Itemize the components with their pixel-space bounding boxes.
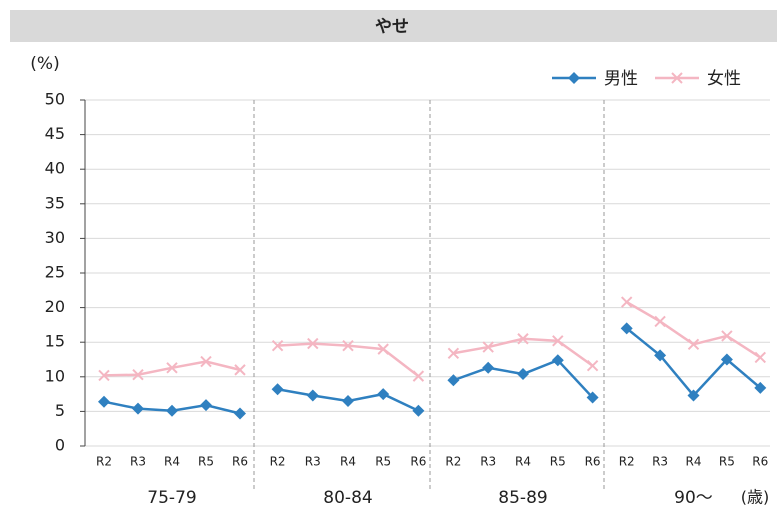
data-point [754,351,767,364]
x-tick-label: R4 [515,455,531,469]
data-point [132,402,144,415]
title-bar [10,10,777,42]
legend-label: 男性 [604,69,638,89]
x-tick-label: R3 [480,455,496,469]
x-tick-label: R2 [96,455,112,469]
data-point [271,339,284,352]
data-point [166,404,178,417]
data-point [620,322,633,335]
x-tick-label: R6 [752,455,768,469]
y-tick-label: 30 [45,228,65,247]
x-tick-label: R2 [619,455,635,469]
x-tick-label: R5 [719,455,735,469]
y-tick-label: 50 [45,90,65,109]
group-label: 90〜 [674,488,713,508]
data-point [307,337,319,350]
x-tick-label: R2 [445,455,461,469]
data-point [306,389,319,402]
x-tick-label: R5 [375,455,391,469]
x-tick-label: R4 [686,455,702,469]
data-point [720,353,733,366]
data-point [166,362,178,374]
data-point [271,383,284,396]
data-point [586,391,599,404]
x-unit-label: (歳) [741,488,770,507]
x-tick-label: R3 [652,455,668,469]
data-point [654,349,667,362]
data-point [377,388,390,401]
data-point [412,370,425,382]
x-tick-label: R6 [585,455,601,469]
legend-label: 女性 [707,69,741,89]
data-point [654,315,666,328]
data-point [377,343,389,355]
y-tick-label: 40 [45,159,65,178]
data-point [200,399,212,412]
data-point [132,369,144,381]
data-point [482,341,494,353]
x-tick-label: R2 [270,455,286,469]
series-line [626,300,761,359]
y-tick-label: 45 [45,124,65,143]
group-label: 85-89 [498,488,547,508]
data-point [687,389,700,402]
data-point [234,407,246,420]
data-point [342,395,354,408]
y-tick-label: 15 [45,332,65,351]
y-tick-label: 20 [45,297,65,316]
data-point [234,364,246,376]
chart-title: やせ [375,17,409,37]
data-point [551,354,564,367]
x-tick-label: R4 [164,455,180,469]
series-line [277,342,420,378]
data-point [620,296,633,308]
legend-marker [568,72,580,84]
x-tick-label: R6 [410,455,426,469]
group-label: 75-79 [147,488,196,508]
x-tick-label: R3 [305,455,321,469]
x-tick-label: R5 [198,455,214,469]
group-label: 80-84 [323,488,372,508]
data-point [482,361,495,374]
x-tick-label: R6 [232,455,248,469]
data-point [517,333,529,345]
data-point [98,369,110,382]
y-tick-label: 5 [55,401,65,420]
data-point [447,347,460,359]
data-point [721,330,733,342]
series-line [625,327,762,398]
x-tick-label: R5 [550,455,566,469]
series-line [453,337,594,367]
data-point [687,338,700,350]
y-tick-label: 25 [45,263,65,282]
y-tick-label: 0 [55,436,65,455]
data-point [517,368,529,381]
x-tick-label: R4 [340,455,356,469]
data-point [552,335,564,347]
data-point [447,374,460,387]
data-point [586,360,599,372]
data-point [200,355,212,368]
y-tick-label: 35 [45,193,65,212]
data-point [98,395,110,408]
legend-marker [671,72,683,84]
x-tick-label: R3 [130,455,146,469]
data-point [412,404,425,417]
data-point [754,381,767,394]
y-tick-label: 10 [45,366,65,385]
y-axis-label: (%) [30,54,59,74]
data-point [342,339,354,352]
